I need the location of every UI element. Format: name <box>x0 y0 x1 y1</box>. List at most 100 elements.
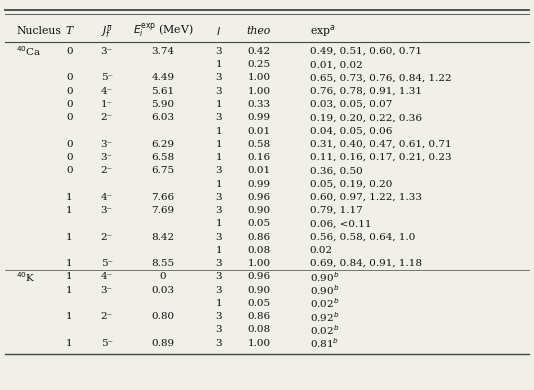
Text: 3: 3 <box>216 193 222 202</box>
Text: 0.01: 0.01 <box>247 166 271 176</box>
Text: 0.01: 0.01 <box>247 126 271 136</box>
Text: 0.76, 0.78, 0.91, 1.31: 0.76, 0.78, 0.91, 1.31 <box>310 87 422 96</box>
Text: 0.56, 0.58, 0.64, 1.0: 0.56, 0.58, 0.64, 1.0 <box>310 232 415 242</box>
Text: 0.03, 0.05, 0.07: 0.03, 0.05, 0.07 <box>310 100 392 109</box>
Text: 4.49: 4.49 <box>151 73 175 83</box>
Text: 0: 0 <box>160 272 166 282</box>
Text: 0.08: 0.08 <box>247 246 271 255</box>
Text: 0.36, 0.50: 0.36, 0.50 <box>310 166 363 176</box>
Text: 1: 1 <box>66 339 73 348</box>
Text: 1: 1 <box>66 312 73 321</box>
Text: 0.92$^b$: 0.92$^b$ <box>310 310 339 324</box>
Text: 0.02$^b$: 0.02$^b$ <box>310 296 339 310</box>
Text: 1.00: 1.00 <box>247 73 271 83</box>
Text: 2⁻: 2⁻ <box>101 232 113 242</box>
Text: 0.04, 0.05, 0.06: 0.04, 0.05, 0.06 <box>310 126 392 136</box>
Text: 5⁻: 5⁻ <box>101 73 113 83</box>
Text: 1: 1 <box>66 272 73 282</box>
Text: 0.08: 0.08 <box>247 325 271 335</box>
Text: $^{40}$K: $^{40}$K <box>16 270 36 284</box>
Text: 4⁻: 4⁻ <box>101 193 113 202</box>
Text: 3.74: 3.74 <box>151 47 175 56</box>
Text: 0.80: 0.80 <box>151 312 175 321</box>
Text: 0.81$^b$: 0.81$^b$ <box>310 336 339 350</box>
Text: 5.61: 5.61 <box>151 87 175 96</box>
Text: 0.90: 0.90 <box>247 206 271 215</box>
Text: 6.03: 6.03 <box>151 113 175 122</box>
Text: $l$: $l$ <box>216 25 222 37</box>
Text: 0.06, <0.11: 0.06, <0.11 <box>310 219 371 229</box>
Text: 3: 3 <box>216 339 222 348</box>
Text: 0.65, 0.73, 0.76, 0.84, 1.22: 0.65, 0.73, 0.76, 0.84, 1.22 <box>310 73 451 83</box>
Text: 1: 1 <box>216 140 222 149</box>
Text: 3: 3 <box>216 47 222 56</box>
Text: 3: 3 <box>216 113 222 122</box>
Text: 3: 3 <box>216 166 222 176</box>
Text: 5.90: 5.90 <box>151 100 175 109</box>
Text: 0.05, 0.19, 0.20: 0.05, 0.19, 0.20 <box>310 179 392 189</box>
Text: 0.16: 0.16 <box>247 153 271 162</box>
Text: 1.00: 1.00 <box>247 259 271 268</box>
Text: 4⁻: 4⁻ <box>101 272 113 282</box>
Text: 1: 1 <box>216 126 222 136</box>
Text: 1⁻: 1⁻ <box>101 100 113 109</box>
Text: 3⁻: 3⁻ <box>101 206 113 215</box>
Text: 3⁻: 3⁻ <box>101 285 113 295</box>
Text: 1: 1 <box>216 100 222 109</box>
Text: 3⁻: 3⁻ <box>101 153 113 162</box>
Text: 4⁻: 4⁻ <box>101 87 113 96</box>
Text: 0: 0 <box>66 47 73 56</box>
Text: 7.69: 7.69 <box>151 206 175 215</box>
Text: 0.05: 0.05 <box>247 299 271 308</box>
Text: 0: 0 <box>66 140 73 149</box>
Text: 3: 3 <box>216 312 222 321</box>
Text: 8.55: 8.55 <box>151 259 175 268</box>
Text: 0.90$^b$: 0.90$^b$ <box>310 283 339 297</box>
Text: 0.89: 0.89 <box>151 339 175 348</box>
Text: 0.96: 0.96 <box>247 272 271 282</box>
Text: 1: 1 <box>66 193 73 202</box>
Text: 0.01, 0.02: 0.01, 0.02 <box>310 60 363 69</box>
Text: 6.29: 6.29 <box>151 140 175 149</box>
Text: 0.31, 0.40, 0.47, 0.61, 0.71: 0.31, 0.40, 0.47, 0.61, 0.71 <box>310 140 451 149</box>
Text: 0: 0 <box>66 100 73 109</box>
Text: 1: 1 <box>66 259 73 268</box>
Text: 6.58: 6.58 <box>151 153 175 162</box>
Text: 5⁻: 5⁻ <box>101 339 113 348</box>
Text: 0: 0 <box>66 166 73 176</box>
Text: 1: 1 <box>216 299 222 308</box>
Text: 3: 3 <box>216 87 222 96</box>
Text: 1: 1 <box>66 206 73 215</box>
Text: 0: 0 <box>66 73 73 83</box>
Text: 3⁻: 3⁻ <box>101 47 113 56</box>
Text: 1.00: 1.00 <box>247 87 271 96</box>
Text: 2⁻: 2⁻ <box>101 166 113 176</box>
Text: Nucleus: Nucleus <box>16 26 61 36</box>
Text: 1.00: 1.00 <box>247 339 271 348</box>
Text: 0.86: 0.86 <box>247 232 271 242</box>
Text: 3: 3 <box>216 259 222 268</box>
Text: theo: theo <box>247 26 271 36</box>
Text: 0: 0 <box>66 153 73 162</box>
Text: T: T <box>66 26 73 36</box>
Text: 1: 1 <box>216 179 222 189</box>
Text: 0.03: 0.03 <box>151 285 175 295</box>
Text: $J_f^{\pi}$: $J_f^{\pi}$ <box>100 23 113 40</box>
Text: 3: 3 <box>216 73 222 83</box>
Text: 2⁻: 2⁻ <box>101 312 113 321</box>
Text: 0.25: 0.25 <box>247 60 271 69</box>
Text: 1: 1 <box>216 153 222 162</box>
Text: 0.19, 0.20, 0.22, 0.36: 0.19, 0.20, 0.22, 0.36 <box>310 113 422 122</box>
Text: 1: 1 <box>216 60 222 69</box>
Text: 0.90: 0.90 <box>247 285 271 295</box>
Text: 3: 3 <box>216 272 222 282</box>
Text: 0.90$^b$: 0.90$^b$ <box>310 270 339 284</box>
Text: 0.49, 0.51, 0.60, 0.71: 0.49, 0.51, 0.60, 0.71 <box>310 47 422 56</box>
Text: 1: 1 <box>216 219 222 229</box>
Text: 0.96: 0.96 <box>247 193 271 202</box>
Text: 3: 3 <box>216 285 222 295</box>
Text: $E_i^{\rm exp}$ (MeV): $E_i^{\rm exp}$ (MeV) <box>132 22 193 40</box>
Text: 0.58: 0.58 <box>247 140 271 149</box>
Text: 0.69, 0.84, 0.91, 1.18: 0.69, 0.84, 0.91, 1.18 <box>310 259 422 268</box>
Text: 0.99: 0.99 <box>247 179 271 189</box>
